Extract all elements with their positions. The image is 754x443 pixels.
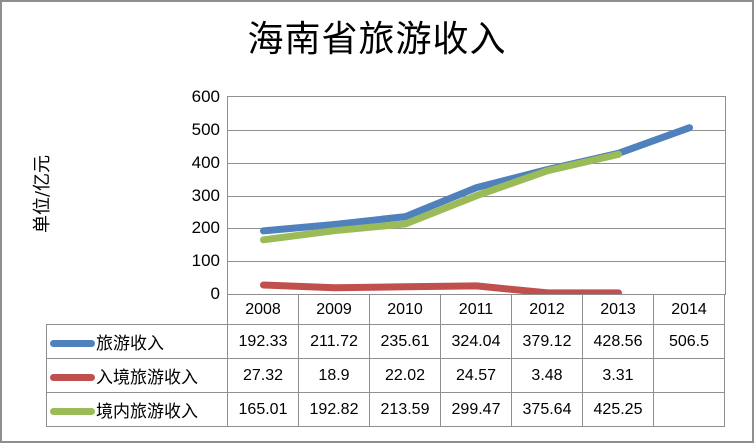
value-cell: 506.5 [653, 324, 725, 359]
legend-key-icon [50, 374, 95, 381]
value-cell [653, 392, 725, 427]
table-row-domestic-tourism-revenue: 境内旅游收入 165.01 192.82 213.59 299.47 375.64 425.… [46, 392, 725, 427]
legend-cell-tourism-revenue: 旅游收入 [46, 324, 228, 359]
table-corner-blank [47, 295, 228, 325]
y-tick-label: 300 [191, 185, 220, 205]
gridline [228, 261, 725, 262]
year-header-cell: 2011 [440, 294, 512, 325]
legend-cell-domestic-tourism-revenue: 境内旅游收入 [46, 392, 228, 427]
series-lines [260, 124, 693, 297]
value-cell: 324.04 [440, 324, 512, 359]
y-tick-label: 100 [191, 251, 220, 271]
gridline [228, 228, 725, 229]
value-cell: 165.01 [227, 392, 299, 427]
year-header-cell: 2014 [653, 294, 725, 325]
value-cell: 192.33 [227, 324, 299, 359]
legend-label: 境内旅游收入 [96, 402, 198, 422]
data-table: 2008 2009 2010 2011 2012 2013 2014 旅游收入 192.33 21… [46, 294, 725, 427]
legend-label: 入境旅游收入 [96, 368, 198, 388]
value-cell: 379.12 [511, 324, 583, 359]
y-tick-label: 600 [191, 87, 220, 106]
value-cell: 425.25 [582, 392, 654, 427]
plot-area [227, 96, 726, 297]
y-tick-label: 500 [191, 119, 220, 139]
value-cell [653, 358, 725, 393]
value-cell: 211.72 [298, 324, 370, 359]
legend-label: 旅游收入 [96, 334, 164, 354]
year-header-cell: 2008 [227, 294, 299, 325]
y-tick-label: 200 [191, 218, 220, 238]
value-cell: 24.57 [440, 358, 512, 393]
legend-key-icon [50, 408, 95, 415]
y-tick-label: 400 [191, 152, 220, 172]
year-header-cell: 2010 [369, 294, 441, 325]
year-header-cell: 2009 [298, 294, 370, 325]
legend-key-icon [50, 340, 95, 347]
series-line-domestic-tourism-revenue [260, 150, 622, 244]
value-cell: 428.56 [582, 324, 654, 359]
year-header-cell: 2013 [582, 294, 654, 325]
value-cell: 27.32 [227, 358, 299, 393]
y-axis-title: 单位/亿元 [32, 154, 53, 234]
table-row-inbound-tourism-revenue: 入境旅游收入 27.32 18.9 22.02 24.57 3.48 3.31 [46, 358, 725, 393]
series-line-tourism-revenue [260, 124, 693, 235]
chart-title: 海南省旅游收入 [247, 19, 507, 60]
value-cell: 235.61 [369, 324, 441, 359]
series-line-inbound-tourism-revenue [260, 281, 622, 297]
year-header-cell: 2012 [511, 294, 583, 325]
table-row-tourism-revenue: 旅游收入 192.33 211.72 235.61 324.04 379.12 428.56… [46, 324, 725, 359]
value-cell: 375.64 [511, 392, 583, 427]
value-cell: 22.02 [369, 358, 441, 393]
value-cell: 213.59 [369, 392, 441, 427]
y-tick-label: 0 [210, 284, 220, 303]
gridline [228, 130, 725, 131]
gridline [228, 163, 725, 164]
value-cell: 3.31 [582, 358, 654, 393]
value-cell: 299.47 [440, 392, 512, 427]
legend-cell-inbound-tourism-revenue: 入境旅游收入 [46, 358, 228, 393]
table-header-row: 2008 2009 2010 2011 2012 2013 2014 [47, 294, 725, 325]
value-cell: 192.82 [298, 392, 370, 427]
value-cell: 3.48 [511, 358, 583, 393]
value-cell: 18.9 [298, 358, 370, 393]
